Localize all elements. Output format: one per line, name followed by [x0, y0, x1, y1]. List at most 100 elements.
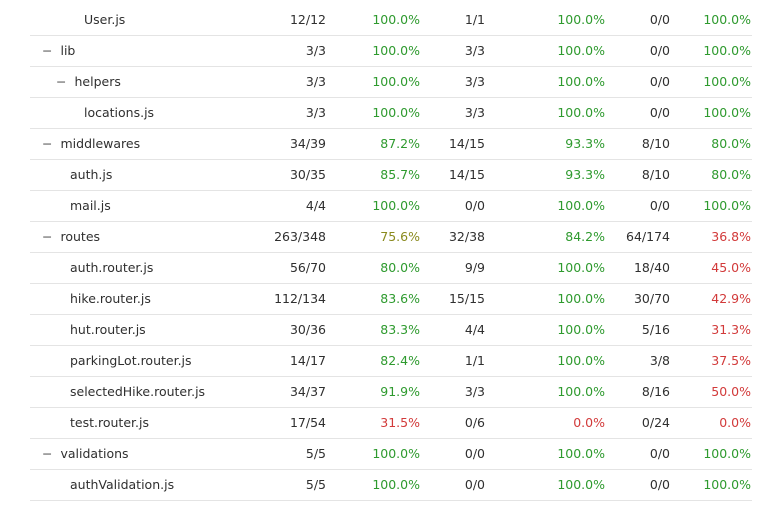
- collapse-icon[interactable]: −: [56, 74, 67, 89]
- file-name-cell: − validations: [30, 439, 242, 469]
- functions-percent: 100.0%: [703, 446, 751, 461]
- functions-count: 18/40: [633, 260, 670, 275]
- functions-count: 8/16: [641, 384, 670, 399]
- file-name: lib: [60, 43, 76, 58]
- branches-percent: 0.0%: [573, 415, 605, 430]
- branches-percent: 100.0%: [557, 446, 605, 461]
- file-name-cell: hut.router.js: [30, 315, 270, 345]
- file-name: helpers: [74, 74, 121, 89]
- functions-percent: 100.0%: [703, 74, 751, 89]
- statements-percent: 100.0%: [372, 12, 420, 27]
- statements-percent: 85.7%: [380, 167, 420, 182]
- file-name-cell: − helpers: [30, 67, 256, 97]
- file-name-cell: locations.js: [30, 98, 284, 128]
- branches-count: 0/0: [464, 198, 485, 213]
- functions-percent: 100.0%: [703, 12, 751, 27]
- functions-count: 3/8: [649, 353, 670, 368]
- branches-count: 14/15: [448, 167, 485, 182]
- statements-percent: 80.0%: [380, 260, 420, 275]
- statements-percent: 91.9%: [380, 384, 420, 399]
- file-row: auth.router.js 56/70 80.0% 9/9 100.0% 18/40 45…: [30, 253, 752, 284]
- branches-percent: 93.3%: [565, 167, 605, 182]
- statements-count: 12/12: [289, 12, 326, 27]
- file-name: hike.router.js: [70, 291, 151, 306]
- branches-percent: 100.0%: [557, 198, 605, 213]
- file-name-cell: − routes: [30, 222, 242, 252]
- statements-percent: 100.0%: [372, 446, 420, 461]
- folder-row[interactable]: − middlewares 34/39 87.2% 14/15 93.3% 8/10 80.0…: [30, 129, 752, 160]
- statements-count: 3/3: [305, 74, 326, 89]
- functions-count: 0/0: [649, 74, 670, 89]
- file-row: mail.js 4/4 100.0% 0/0 100.0% 0/0 100.0%: [30, 191, 752, 222]
- functions-count: 64/174: [626, 229, 670, 244]
- branches-percent: 100.0%: [557, 105, 605, 120]
- file-row: auth.js 30/35 85.7% 14/15 93.3% 8/10 80.0%: [30, 160, 752, 191]
- file-row: hike.router.js 112/134 83.6% 15/15 100.0% 30/…: [30, 284, 752, 315]
- branches-percent: 100.0%: [557, 477, 605, 492]
- collapse-icon[interactable]: −: [42, 43, 53, 58]
- collapse-icon[interactable]: −: [42, 446, 53, 461]
- functions-percent: 45.0%: [711, 260, 751, 275]
- statements-count: 34/39: [289, 136, 326, 151]
- statements-count: 56/70: [289, 260, 326, 275]
- functions-count: 0/0: [649, 12, 670, 27]
- statements-percent: 100.0%: [372, 198, 420, 213]
- file-name: locations.js: [84, 105, 155, 120]
- branches-percent: 100.0%: [557, 74, 605, 89]
- file-name-cell: hike.router.js: [30, 284, 270, 314]
- branches-count: 0/6: [464, 415, 485, 430]
- file-name: auth.router.js: [70, 260, 154, 275]
- file-name-cell: User.js: [30, 5, 284, 35]
- statements-count: 17/54: [289, 415, 326, 430]
- file-name: auth.js: [70, 167, 113, 182]
- folder-row[interactable]: − validations 5/5 100.0% 0/0 100.0% 0/0 100.0%: [30, 439, 752, 470]
- file-row: parkingLot.router.js 14/17 82.4% 1/1 100.0% 3…: [30, 346, 752, 377]
- file-name-cell: − middlewares: [30, 129, 242, 159]
- functions-count: 0/0: [649, 446, 670, 461]
- functions-percent: 80.0%: [711, 167, 751, 182]
- file-name: selectedHike.router.js: [70, 384, 206, 399]
- branches-percent: 93.3%: [565, 136, 605, 151]
- file-name: hut.router.js: [70, 322, 146, 337]
- branches-count: 3/3: [464, 43, 485, 58]
- branches-percent: 84.2%: [565, 229, 605, 244]
- branches-count: 0/0: [464, 446, 485, 461]
- folder-row[interactable]: − lib 3/3 100.0% 3/3 100.0% 0/0 100.0%: [30, 36, 752, 67]
- statements-count: 4/4: [305, 198, 326, 213]
- file-row: User.js 12/12 100.0% 1/1 100.0% 0/0 100.0%: [30, 5, 752, 36]
- branches-count: 9/9: [464, 260, 485, 275]
- collapse-icon[interactable]: −: [42, 229, 53, 244]
- branches-count: 3/3: [464, 105, 485, 120]
- statements-count: 30/36: [289, 322, 326, 337]
- functions-percent: 100.0%: [703, 477, 751, 492]
- branches-count: 15/15: [448, 291, 485, 306]
- branches-percent: 100.0%: [557, 384, 605, 399]
- folder-row[interactable]: − routes 263/348 75.6% 32/38 84.2% 64/174 36.8%: [30, 222, 752, 253]
- branches-percent: 100.0%: [557, 291, 605, 306]
- functions-percent: 0.0%: [719, 415, 751, 430]
- file-name: routes: [60, 229, 101, 244]
- statements-percent: 82.4%: [380, 353, 420, 368]
- folder-row[interactable]: − helpers 3/3 100.0% 3/3 100.0% 0/0 100.0%: [30, 67, 752, 98]
- file-name-cell: − lib: [30, 36, 242, 66]
- branches-percent: 100.0%: [557, 43, 605, 58]
- functions-count: 0/0: [649, 198, 670, 213]
- statements-percent: 100.0%: [372, 43, 420, 58]
- functions-count: 5/16: [641, 322, 670, 337]
- statements-count: 34/37: [289, 384, 326, 399]
- branches-percent: 100.0%: [557, 322, 605, 337]
- file-name-cell: authValidation.js: [30, 470, 270, 500]
- functions-percent: 80.0%: [711, 136, 751, 151]
- statements-percent: 83.6%: [380, 291, 420, 306]
- file-row: hut.router.js 30/36 83.3% 4/4 100.0% 5/16 31.3…: [30, 315, 752, 346]
- collapse-icon[interactable]: −: [42, 136, 53, 151]
- branches-percent: 100.0%: [557, 260, 605, 275]
- functions-count: 0/24: [641, 415, 670, 430]
- branches-count: 14/15: [448, 136, 485, 151]
- file-name-cell: selectedHike.router.js: [30, 377, 270, 407]
- branches-count: 3/3: [464, 74, 485, 89]
- file-name: User.js: [84, 12, 126, 27]
- statements-count: 14/17: [289, 353, 326, 368]
- file-name: parkingLot.router.js: [70, 353, 192, 368]
